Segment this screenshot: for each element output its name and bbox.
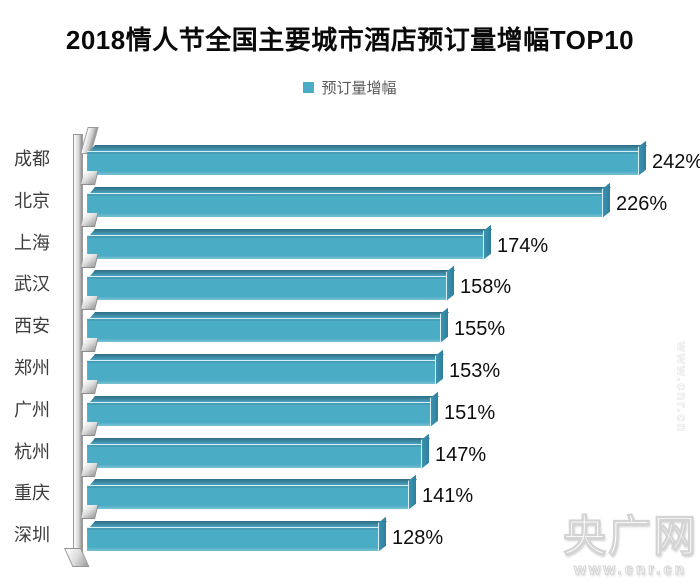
bar-end-face — [440, 307, 448, 344]
axis-wall-notch — [81, 463, 99, 478]
bar — [87, 140, 648, 176]
category-label: 武汉 — [14, 274, 50, 295]
bar-end-face — [638, 140, 646, 176]
bar-top-face — [90, 354, 445, 360]
bar-top-face — [90, 437, 431, 444]
watermark-vertical-url: www.cnr.cn — [674, 341, 690, 434]
watermark-url: www.cnr.cn — [574, 561, 687, 578]
bar-top-face — [90, 228, 493, 235]
bar-top-face — [90, 145, 648, 151]
axis-wall-notch — [81, 170, 99, 185]
category-label: 广州 — [14, 399, 50, 420]
axis-wall-notch — [81, 212, 99, 227]
bar-end-face — [483, 224, 491, 260]
category-label: 北京 — [14, 190, 50, 211]
bar-end-face — [446, 266, 454, 302]
bar — [87, 391, 440, 427]
legend-item: 预订量增幅 — [303, 77, 397, 98]
bar-top-face — [90, 186, 612, 193]
bar-end-face — [408, 475, 416, 511]
chart-title: 2018情人节全国主要城市酒店预订量增幅TOP10 — [65, 25, 635, 55]
axis-wall-bottom-cap — [64, 548, 90, 567]
axis-wall-notch — [81, 338, 99, 352]
legend-color-swatch — [303, 82, 315, 93]
watermark-logo: 央广网 www.cnr.cn — [563, 513, 698, 578]
bar — [87, 349, 445, 385]
bar — [87, 224, 493, 260]
bar — [87, 516, 388, 553]
bar-top-face — [90, 521, 388, 528]
bar-top-face — [90, 270, 456, 277]
axis-wall-notch — [81, 296, 99, 311]
value-label: 151% — [444, 401, 496, 424]
bar-top-face — [90, 479, 418, 486]
value-label: 158% — [460, 276, 512, 299]
value-label: 147% — [435, 443, 487, 466]
bar-top-face — [90, 312, 450, 319]
legend-label: 预订量增幅 — [321, 80, 397, 97]
category-label: 深圳 — [14, 525, 50, 546]
bar-end-face — [421, 433, 429, 469]
bar-end-face — [602, 182, 610, 218]
bar-end-face — [430, 391, 438, 427]
bar-top-face — [90, 395, 440, 402]
value-label: 226% — [616, 192, 668, 215]
axis-wall-notch — [81, 379, 99, 394]
category-label: 郑州 — [14, 358, 50, 378]
value-label: 242% — [652, 151, 700, 173]
legend: 预订量增幅 — [0, 77, 700, 98]
value-label: 141% — [422, 485, 474, 508]
bar-end-face — [378, 516, 386, 553]
bar — [87, 433, 431, 469]
category-label: 西安 — [14, 316, 50, 337]
axis-wall-notch — [81, 505, 99, 520]
bar-end-face — [435, 349, 443, 385]
value-label: 128% — [392, 527, 444, 550]
category-label: 成都 — [14, 149, 50, 169]
category-label: 杭州 — [14, 441, 50, 462]
watermark-brand: 央广网 — [563, 513, 698, 561]
bar — [87, 475, 418, 511]
category-label: 上海 — [14, 232, 50, 253]
value-label: 174% — [497, 234, 549, 257]
axis-wall-notch — [81, 421, 99, 436]
value-label: 155% — [454, 318, 506, 341]
value-label: 153% — [449, 360, 501, 382]
bar — [87, 307, 450, 344]
category-label: 重庆 — [14, 483, 50, 504]
bar — [87, 266, 456, 302]
bar — [87, 182, 612, 218]
axis-wall-notch — [81, 254, 99, 269]
